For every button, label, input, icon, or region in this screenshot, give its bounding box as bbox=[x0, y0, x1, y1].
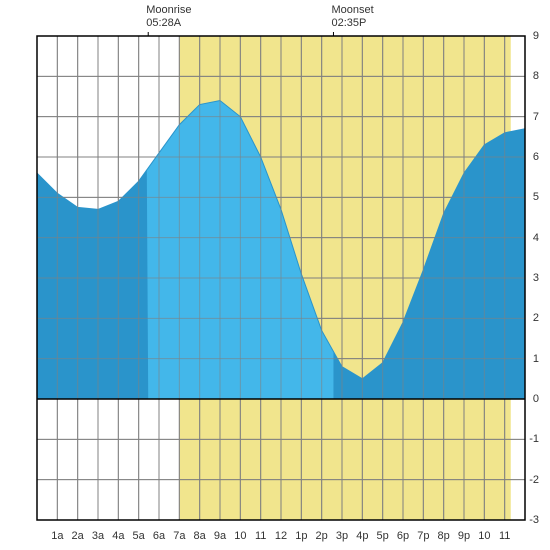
y-tick: 1 bbox=[533, 353, 539, 365]
x-tick: 1p bbox=[295, 530, 307, 542]
y-tick: -2 bbox=[529, 474, 539, 486]
moonset-title: Moonset bbox=[331, 4, 373, 17]
moonset-time: 02:35P bbox=[331, 17, 373, 30]
y-tick: 2 bbox=[533, 312, 539, 324]
x-tick: 11 bbox=[255, 530, 266, 542]
x-tick: 5a bbox=[133, 530, 145, 542]
y-tick: 6 bbox=[533, 151, 539, 163]
x-tick: 8a bbox=[194, 530, 206, 542]
x-tick: 10 bbox=[234, 530, 246, 542]
y-tick: 4 bbox=[533, 232, 539, 244]
x-tick: 9p bbox=[458, 530, 470, 542]
y-tick: 0 bbox=[533, 393, 539, 405]
x-tick: 1a bbox=[51, 530, 63, 542]
x-tick: 9a bbox=[214, 530, 226, 542]
x-tick: 6p bbox=[397, 530, 409, 542]
moonrise-label: Moonrise05:28A bbox=[146, 4, 191, 30]
moonrise-title: Moonrise bbox=[146, 4, 191, 17]
chart-svg bbox=[0, 0, 550, 550]
x-tick: 5p bbox=[377, 530, 389, 542]
y-tick: 9 bbox=[533, 30, 539, 42]
x-tick: 12 bbox=[275, 530, 287, 542]
moonrise-time: 05:28A bbox=[146, 17, 191, 30]
x-tick: 8p bbox=[438, 530, 450, 542]
y-tick: 5 bbox=[533, 191, 539, 203]
x-tick: 4a bbox=[112, 530, 124, 542]
x-tick: 3a bbox=[92, 530, 104, 542]
x-tick: 6a bbox=[153, 530, 165, 542]
x-tick: 7p bbox=[417, 530, 429, 542]
x-tick: 11 bbox=[499, 530, 510, 542]
x-tick: 4p bbox=[356, 530, 368, 542]
y-tick: -1 bbox=[529, 433, 539, 445]
x-tick: 2a bbox=[72, 530, 84, 542]
y-tick: -3 bbox=[529, 514, 539, 526]
tide-chart: Moonrise05:28AMoonset02:35P-3-2-10123456… bbox=[0, 0, 550, 550]
y-tick: 7 bbox=[533, 111, 539, 123]
x-tick: 10 bbox=[478, 530, 490, 542]
x-tick: 3p bbox=[336, 530, 348, 542]
x-tick: 7a bbox=[173, 530, 185, 542]
moonset-label: Moonset02:35P bbox=[331, 4, 373, 30]
y-tick: 3 bbox=[533, 272, 539, 284]
y-tick: 8 bbox=[533, 70, 539, 82]
x-tick: 2p bbox=[316, 530, 328, 542]
